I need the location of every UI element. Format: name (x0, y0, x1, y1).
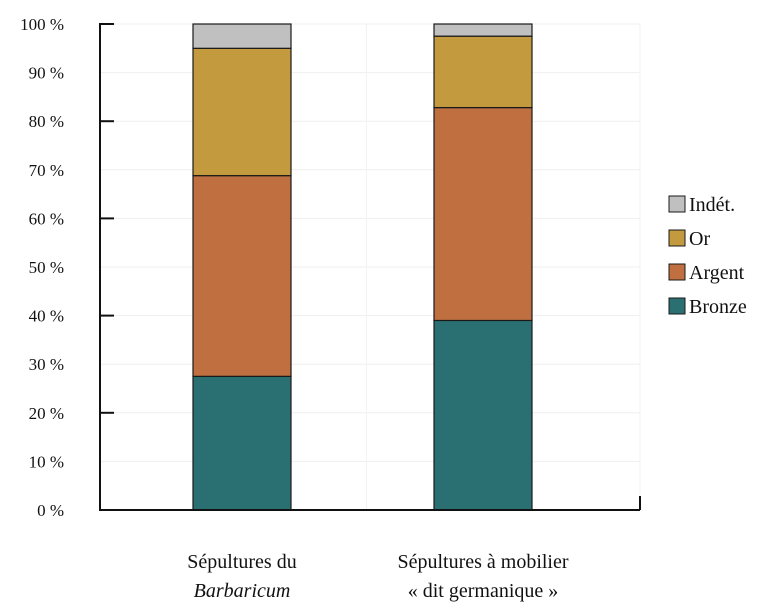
bar-segment-or (192, 47, 292, 177)
legend-label: Bronze (689, 296, 747, 318)
legend-swatch (668, 229, 686, 247)
legend-label: Or (689, 228, 710, 250)
x-category-label-line1: Sépultures à mobilier (397, 551, 568, 573)
bar-segment-argent (192, 175, 292, 377)
legend-label: Indét. (689, 194, 735, 216)
x-category-labels: Sépultures du Barbaricum Sépultures à mobi… (187, 551, 569, 602)
x-category-label-line2: Barbaricum (194, 580, 291, 602)
gridlines (99, 23, 641, 510)
bar-segment-bronze (433, 319, 533, 511)
y-tick-label: 50 % (29, 258, 64, 277)
y-tick-label: 30 % (29, 355, 64, 374)
y-tick-label: 90 % (29, 64, 64, 83)
legend-swatch (668, 263, 686, 281)
y-tick-labels: 0 % 10 % 20 % 30 % 40 % 50 % 60 % 70 % 80 % 90 % 1… (20, 15, 64, 520)
legend-label: Argent (689, 262, 745, 284)
y-tick-label: 0 % (37, 501, 64, 520)
x-category-label-line1: Sépultures du (187, 551, 296, 573)
y-tick-label: 70 % (29, 161, 64, 180)
y-tick-label: 100 % (20, 15, 64, 34)
bar-segment-bronze (192, 375, 292, 511)
y-tick-label: 80 % (29, 112, 64, 131)
bar-segment-or (433, 35, 533, 109)
bars-group (192, 23, 533, 511)
bar-segment-argent (433, 106, 533, 322)
x-category-label-line2: « dit germanique » (408, 580, 559, 602)
legend-swatch (668, 297, 686, 315)
legend-swatch (668, 195, 686, 213)
y-tick-label: 60 % (29, 209, 64, 228)
bar-segment-indt (433, 23, 533, 37)
y-tick-label: 20 % (29, 404, 64, 423)
axes (99, 23, 641, 511)
bar-segment-indt (192, 23, 292, 49)
y-tick-label: 40 % (29, 307, 64, 326)
legend: Indét. Or Argent Bronze (668, 194, 747, 318)
y-tick-label: 10 % (29, 452, 64, 471)
